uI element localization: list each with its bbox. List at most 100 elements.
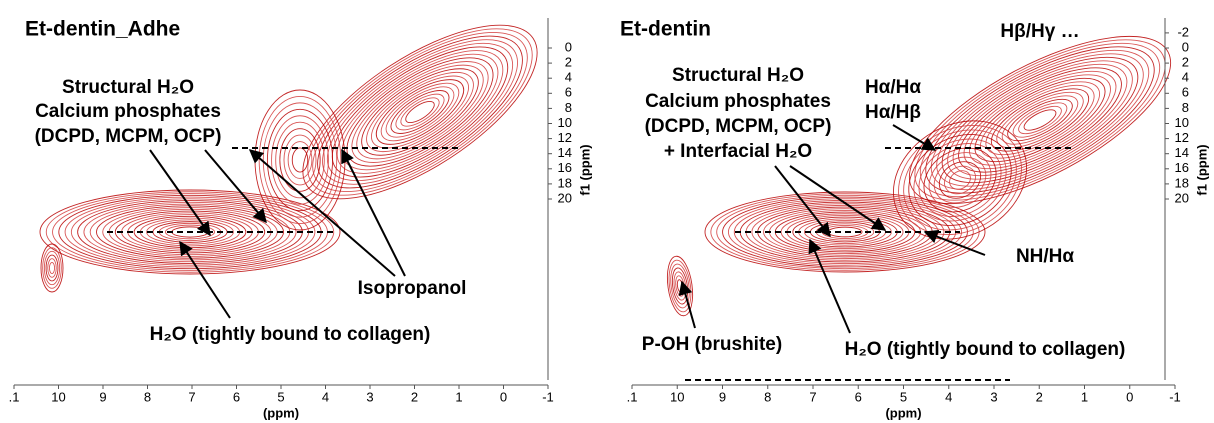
x-tick-label: 6: [233, 389, 240, 404]
y-tick-label: 4: [1182, 70, 1189, 85]
contour: [326, 42, 514, 182]
x-tick-label: 10: [51, 389, 65, 404]
annotation: Calcium phosphates: [645, 91, 831, 112]
x-tick-label: 7: [188, 389, 195, 404]
contour: [933, 156, 987, 204]
arrow: [179, 240, 231, 319]
y-tick-label: -2: [1177, 24, 1189, 39]
contour: [356, 64, 484, 160]
annotation: Hβ/Hγ …: [1000, 21, 1079, 42]
annotation: H₂O (tightly bound to collagen): [845, 339, 1126, 360]
y-tick-label: 0: [565, 39, 572, 54]
contour: [666, 255, 694, 317]
contour: [371, 75, 469, 149]
arrow: [341, 148, 406, 277]
panel-title: Et-dentin_Adhe: [25, 18, 180, 41]
contour: [366, 71, 474, 153]
x-tick-label: -1: [1169, 389, 1181, 404]
x-tick-label: 8: [764, 389, 771, 404]
y-tick-label: 8: [565, 100, 572, 115]
x-tick-label: 3: [366, 389, 373, 404]
y-tick-label: 6: [565, 85, 572, 100]
contour: [390, 90, 450, 134]
x-tick-label: 10: [670, 389, 684, 404]
contour: [322, 39, 518, 185]
contour: [1018, 105, 1062, 135]
x-tick-label: 1: [455, 389, 462, 404]
contour: [947, 60, 1133, 180]
y-tick-label: 6: [1182, 85, 1189, 100]
y-tick-label: 0: [1182, 39, 1189, 54]
contour: [39, 189, 341, 275]
y-tick-label: 2: [1182, 55, 1189, 70]
contour: [380, 82, 460, 142]
annotation: H₂O (tightly bound to collagen): [150, 324, 431, 345]
annotation: Structural H₂O: [62, 77, 194, 98]
contour: [405, 100, 435, 124]
contour: [944, 165, 976, 195]
contour: [43, 250, 61, 286]
contour: [938, 161, 982, 199]
x-tick-label: 6: [855, 389, 862, 404]
annotation: Hα/Hβ: [865, 102, 921, 123]
contour: [346, 57, 494, 167]
contour: [262, 102, 338, 218]
contour: [923, 147, 997, 213]
x-tick-label: .1: [9, 389, 20, 404]
contour: [1007, 98, 1073, 142]
panel-title: Et-dentin: [620, 18, 711, 41]
contour: [930, 49, 1150, 191]
contour: [83, 201, 297, 263]
annotation: Calcium phosphates: [35, 101, 221, 122]
contour: [266, 108, 334, 212]
contour: [385, 86, 455, 138]
contour: [395, 93, 445, 131]
x-tick-label: 5: [277, 389, 284, 404]
contour: [331, 46, 509, 178]
contour: [42, 247, 62, 289]
y-axis-label: f1 (ppm): [1194, 144, 1209, 195]
annotation: (DCPD, MCPM, OCP): [645, 116, 832, 137]
arrow: [678, 280, 696, 329]
x-tick-label: .1: [627, 389, 638, 404]
x-tick-label: 3: [990, 389, 997, 404]
contour: [45, 191, 335, 273]
contour: [40, 243, 64, 293]
x-tick-label: 0: [500, 389, 507, 404]
x-tick-label: 8: [144, 389, 151, 404]
contour: [400, 97, 440, 127]
x-tick-label: -1: [542, 389, 554, 404]
contour: [307, 28, 533, 196]
contour: [312, 32, 528, 192]
contour: [969, 74, 1111, 166]
y-tick-label: 18: [1175, 175, 1189, 190]
x-axis-label: (ppm): [263, 405, 299, 420]
annotation: NH/Hα: [1016, 246, 1074, 267]
arrow: [923, 229, 986, 256]
contour: [913, 138, 1007, 222]
arrow: [248, 149, 396, 277]
contour: [936, 53, 1144, 187]
contour: [925, 46, 1155, 194]
y-tick-label: 16: [558, 160, 572, 175]
y-tick-label: 16: [1175, 160, 1189, 175]
y-tick-label: 20: [558, 190, 572, 205]
contour: [908, 134, 1012, 226]
y-tick-label: 14: [1175, 145, 1189, 160]
contour: [336, 50, 504, 174]
annotation: Hα/Hα: [865, 77, 921, 98]
contour: [908, 35, 1172, 205]
contour: [351, 61, 489, 163]
contour: [727, 198, 963, 266]
y-tick-label: 18: [558, 175, 572, 190]
contour: [287, 141, 313, 179]
contour: [275, 121, 325, 199]
contour: [914, 39, 1166, 201]
contour: [271, 115, 329, 205]
x-tick-label: 9: [719, 389, 726, 404]
arrow: [789, 165, 887, 231]
contour: [375, 79, 465, 145]
contour: [279, 128, 321, 192]
arrow: [204, 149, 267, 224]
